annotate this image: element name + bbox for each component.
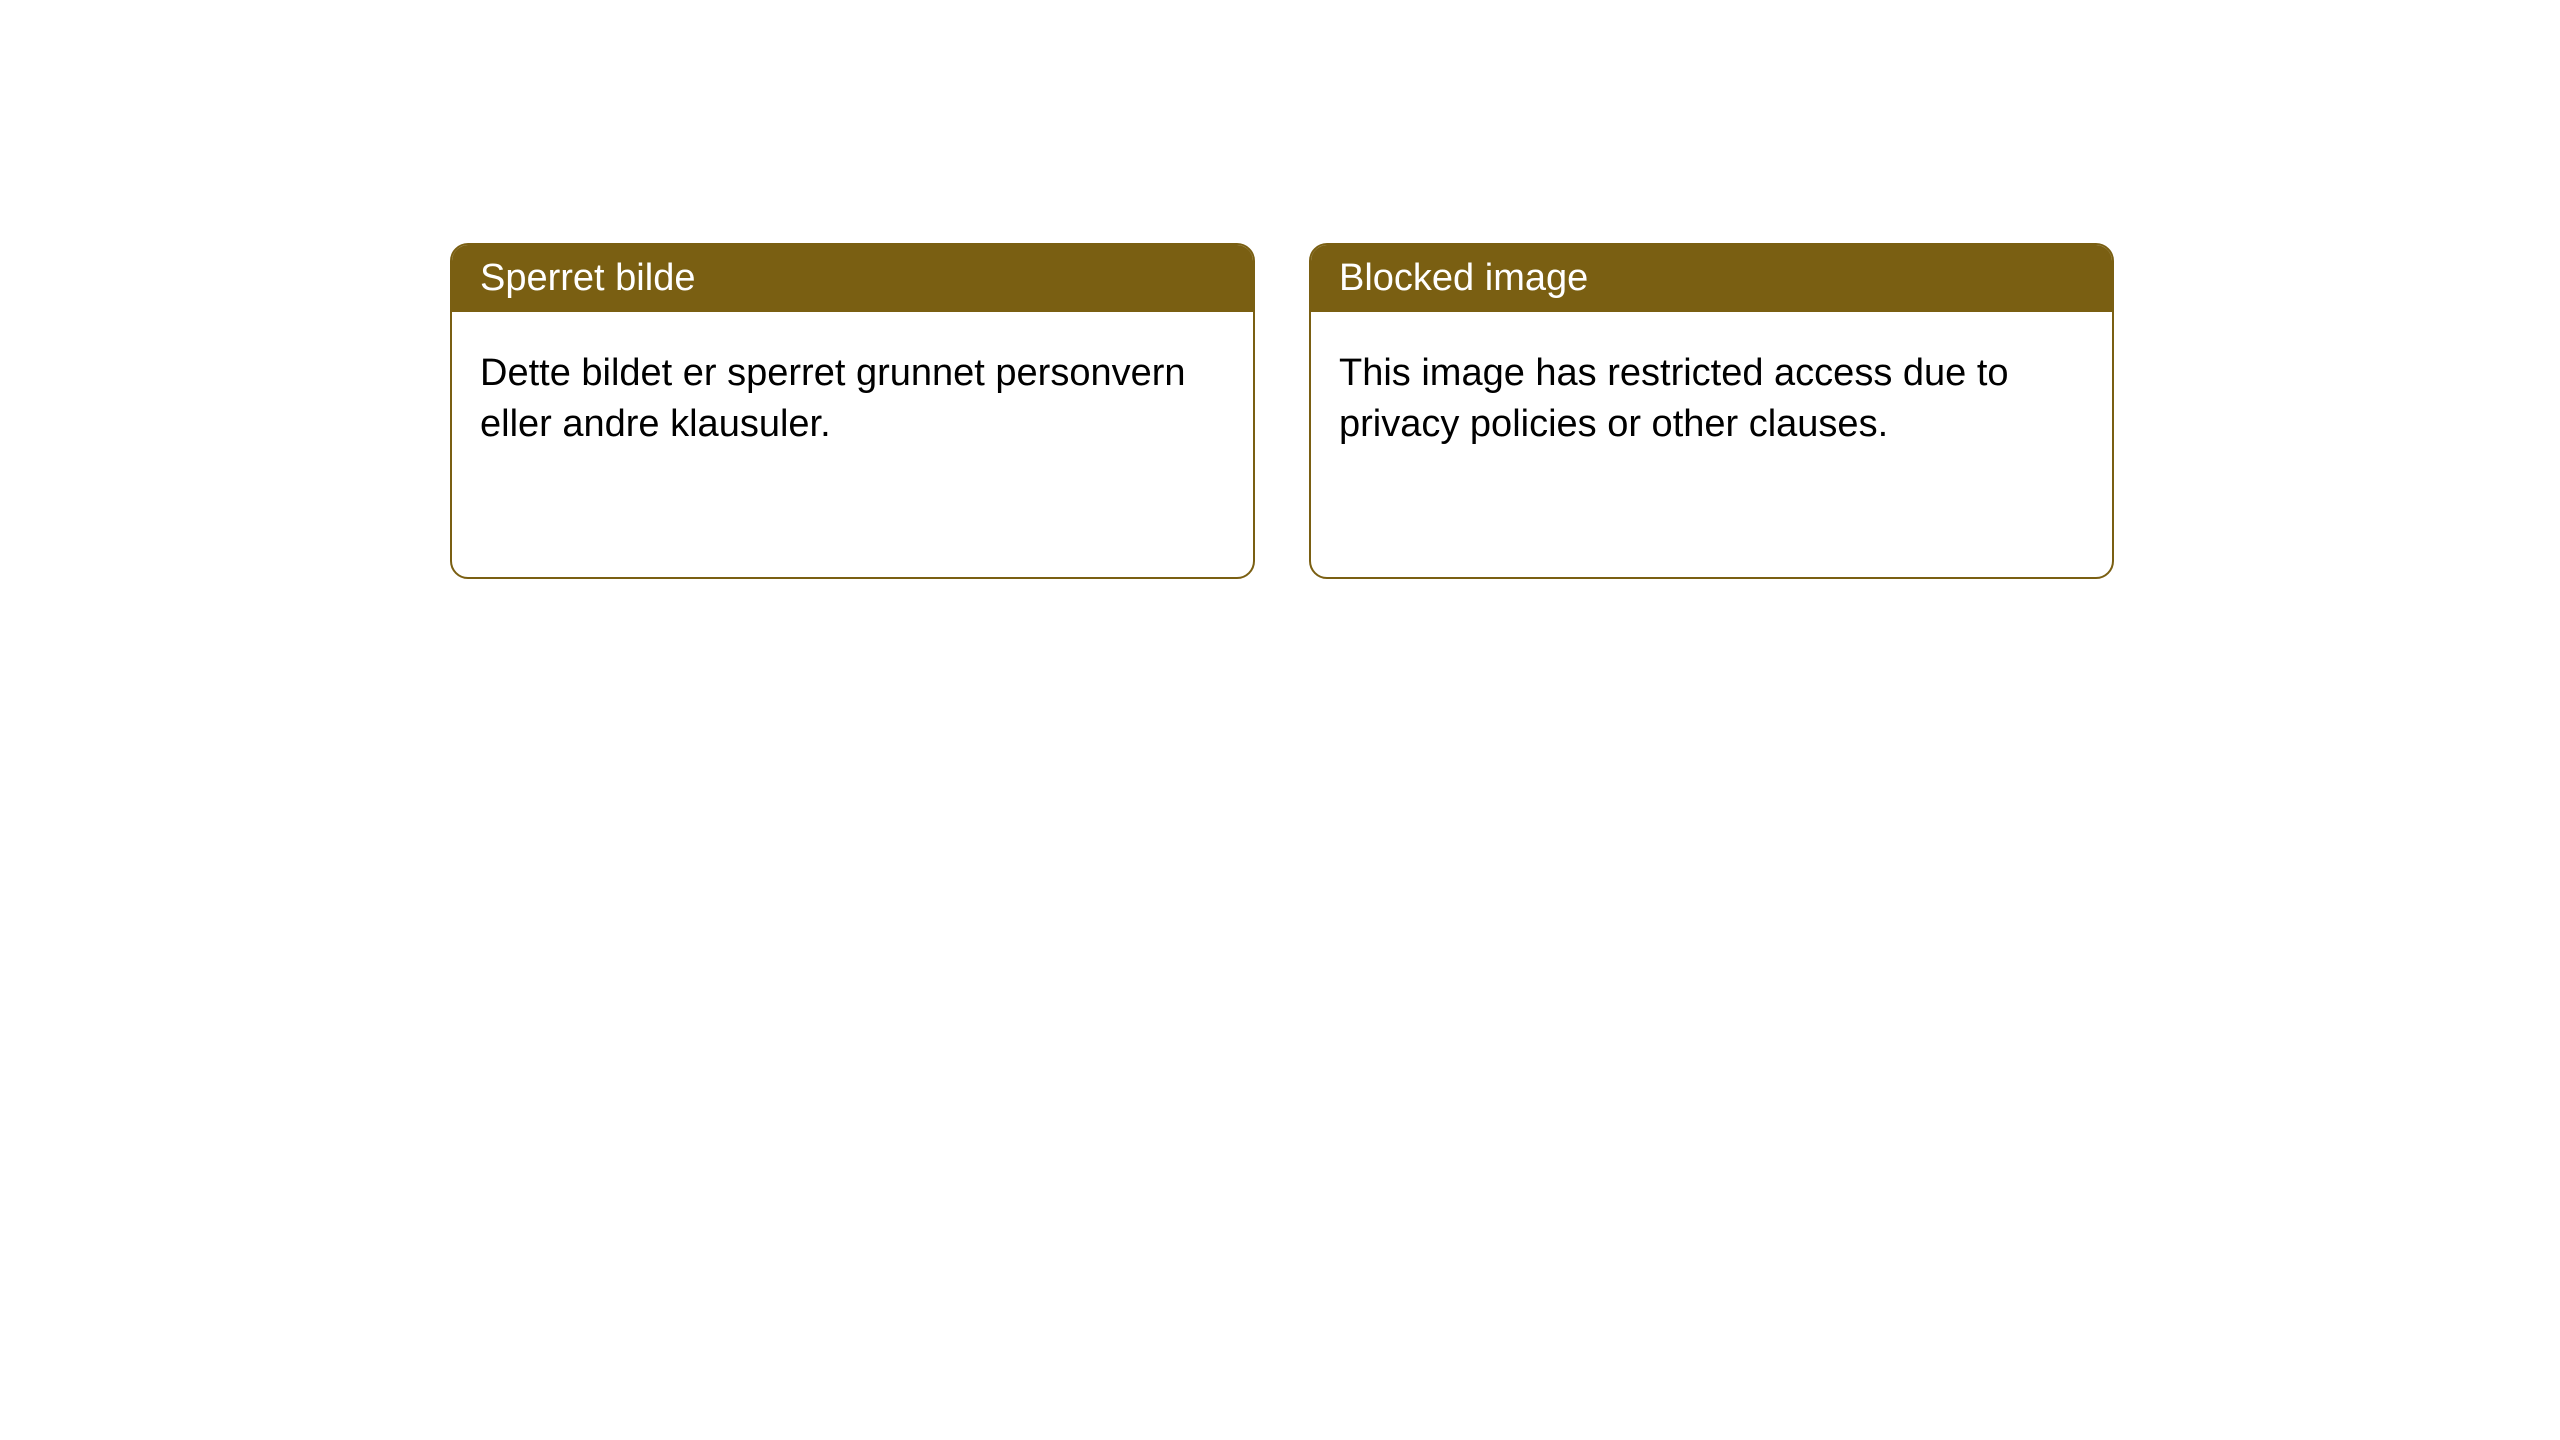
notice-title: Sperret bilde: [480, 257, 695, 299]
notices-container: Sperret bilde Dette bildet er sperret gr…: [0, 0, 2560, 579]
notice-body: This image has restricted access due to …: [1311, 312, 2112, 487]
notice-title: Blocked image: [1339, 257, 1588, 299]
notice-box-norwegian: Sperret bilde Dette bildet er sperret gr…: [450, 243, 1255, 579]
notice-body-text: Dette bildet er sperret grunnet personve…: [480, 352, 1186, 445]
notice-body: Dette bildet er sperret grunnet personve…: [452, 312, 1253, 487]
notice-header: Sperret bilde: [452, 245, 1253, 312]
notice-box-english: Blocked image This image has restricted …: [1309, 243, 2114, 579]
notice-header: Blocked image: [1311, 245, 2112, 312]
notice-body-text: This image has restricted access due to …: [1339, 352, 2009, 445]
